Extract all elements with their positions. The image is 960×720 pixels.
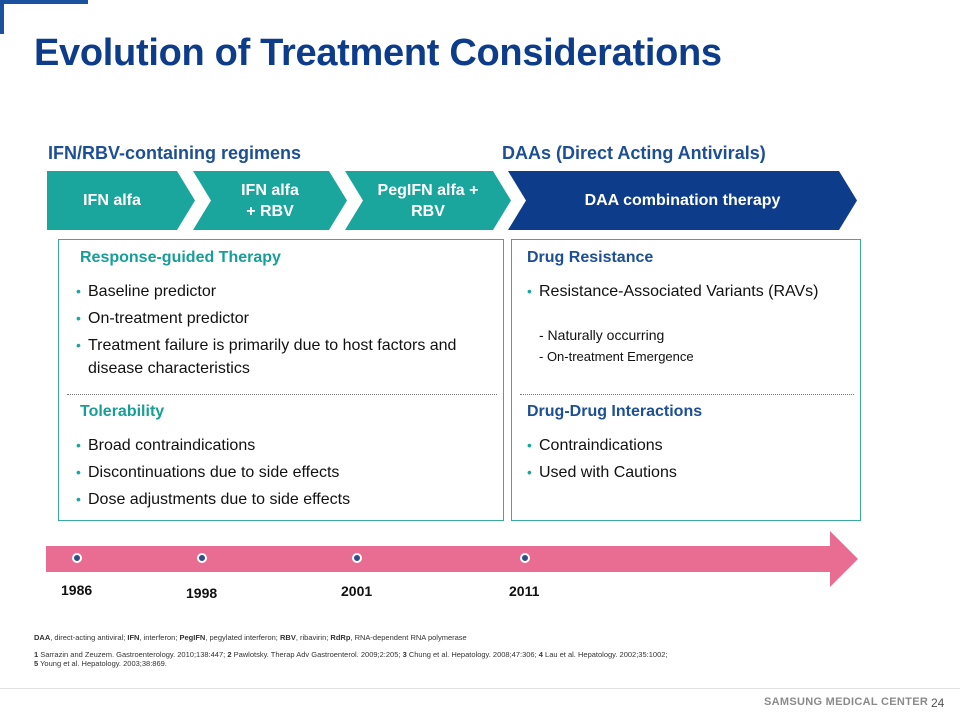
slide-title: Evolution of Treatment Considerations bbox=[34, 32, 722, 74]
drug-interactions-heading: Drug-Drug Interactions bbox=[527, 403, 703, 420]
abbrev-term: IFN bbox=[127, 633, 140, 642]
sub-item: - Naturally occurring bbox=[539, 327, 665, 343]
list-item: Broad contraindications bbox=[76, 434, 496, 457]
ref-text: Chung et al. Hepatology. 2008;47:306; bbox=[406, 650, 539, 659]
ref-number: 4 bbox=[538, 650, 543, 659]
list-item: Discontinuations due to side effects bbox=[76, 461, 496, 484]
abbrev-def: , direct-acting antiviral; bbox=[50, 633, 128, 642]
ref-number: 3 bbox=[402, 650, 407, 659]
chevron-ifn-alfa: IFN alfa bbox=[47, 171, 195, 230]
abbreviations-footnote: DAA, direct-acting antiviral; IFN, inter… bbox=[34, 633, 467, 642]
timeline-arrow bbox=[46, 531, 858, 587]
page-number: 24 bbox=[931, 696, 945, 710]
ref-text: Lau et al. Hepatology. 2002;35:1002; bbox=[542, 650, 668, 659]
ref-text: Young et al. Hepatology. 2003;38:869. bbox=[38, 659, 167, 668]
section-heading-ifn-rbv: IFN/RBV-containing regimens bbox=[48, 143, 302, 163]
references-footnote: 1 Sarrazin and Zeuzem. Gastroenterology.… bbox=[34, 650, 914, 668]
response-guided-heading: Response-guided Therapy bbox=[80, 249, 281, 266]
list-item: Contraindications bbox=[527, 434, 842, 457]
response-guided-list: Baseline predictor On-treatment predicto… bbox=[76, 280, 496, 384]
abbrev-def: , RNA-dependent RNA polymerase bbox=[350, 633, 467, 642]
daa-considerations-box: Drug Resistance Resistance-Associated Va… bbox=[511, 239, 861, 521]
drug-interactions-list: Contraindications Used with Cautions bbox=[527, 434, 842, 488]
abbrev-def: , ribavirin; bbox=[295, 633, 331, 642]
ref-text: Pawlotsky. Therap Adv Gastroenterol. 200… bbox=[231, 650, 403, 659]
chevron-label: IFN alfa bbox=[83, 192, 141, 209]
list-item: Dose adjustments due to side effects bbox=[76, 488, 496, 511]
timeline-arrowhead bbox=[830, 531, 858, 587]
ref-number: 2 bbox=[227, 650, 232, 659]
timeline-bar bbox=[46, 546, 832, 572]
drug-resistance-heading: Drug Resistance bbox=[527, 249, 654, 266]
corner-accent-horizontal bbox=[0, 0, 88, 4]
list-item: Used with Cautions bbox=[527, 461, 842, 484]
footer-divider bbox=[0, 688, 960, 689]
year-label-2001: 2001 bbox=[341, 583, 373, 599]
chevron-ifn-alfa-rbv: IFN alfa + RBV bbox=[193, 171, 347, 230]
list-item: Resistance-Associated Variants (RAVs) bbox=[527, 280, 842, 303]
abbrev-term: RdRp bbox=[330, 633, 351, 642]
tolerability-heading: Tolerability bbox=[80, 403, 165, 420]
chevron-daa-combination: DAA combination therapy bbox=[508, 171, 857, 230]
chevron-label: PegIFN alfa + RBV bbox=[377, 181, 479, 220]
section-divider bbox=[67, 394, 497, 395]
abbrev-def: , interferon; bbox=[139, 633, 180, 642]
ref-number: 1 bbox=[34, 650, 39, 659]
drug-resistance-list: Resistance-Associated Variants (RAVs) bbox=[527, 280, 842, 303]
tolerability-list: Broad contraindications Discontinuations… bbox=[76, 434, 496, 515]
timeline-marker-2011 bbox=[520, 553, 530, 563]
chevron-label: IFN alfa + RBV bbox=[241, 181, 299, 220]
year-label-1986: 1986 bbox=[61, 582, 93, 598]
corner-accent-vertical bbox=[0, 0, 4, 34]
year-label-1998: 1998 bbox=[186, 585, 218, 601]
list-item: On-treatment predictor bbox=[76, 307, 496, 330]
year-label-2011: 2011 bbox=[509, 583, 540, 599]
abbrev-term: RBV bbox=[279, 633, 296, 642]
abbrev-term: PegIFN bbox=[179, 633, 206, 642]
chevron-label: DAA combination therapy bbox=[584, 192, 781, 209]
abbrev-def: , pegylated interferon; bbox=[205, 633, 280, 642]
timeline-marker-1998 bbox=[197, 553, 207, 563]
chevron-pegifn-alfa-rbv: PegIFN alfa + RBV bbox=[345, 171, 511, 230]
list-item: Treatment failure is primarily due to ho… bbox=[76, 334, 496, 380]
list-item: Baseline predictor bbox=[76, 280, 496, 303]
timeline-marker-1986 bbox=[72, 553, 82, 563]
footer-brand-logo: SAMSUNG MEDICAL CENTER bbox=[764, 696, 929, 708]
abbrev-term: DAA bbox=[34, 633, 51, 642]
section-heading-daa: DAAs (Direct Acting Antivirals) bbox=[502, 143, 766, 163]
ifn-considerations-box: Response-guided Therapy Baseline predict… bbox=[58, 239, 504, 521]
section-divider bbox=[520, 394, 854, 395]
ref-number: 5 bbox=[34, 659, 39, 668]
ref-text: Sarrazin and Zeuzem. Gastroenterology. 2… bbox=[38, 650, 228, 659]
timeline-marker-2001 bbox=[352, 553, 362, 563]
sub-item: - On-treatment Emergence bbox=[539, 349, 694, 364]
